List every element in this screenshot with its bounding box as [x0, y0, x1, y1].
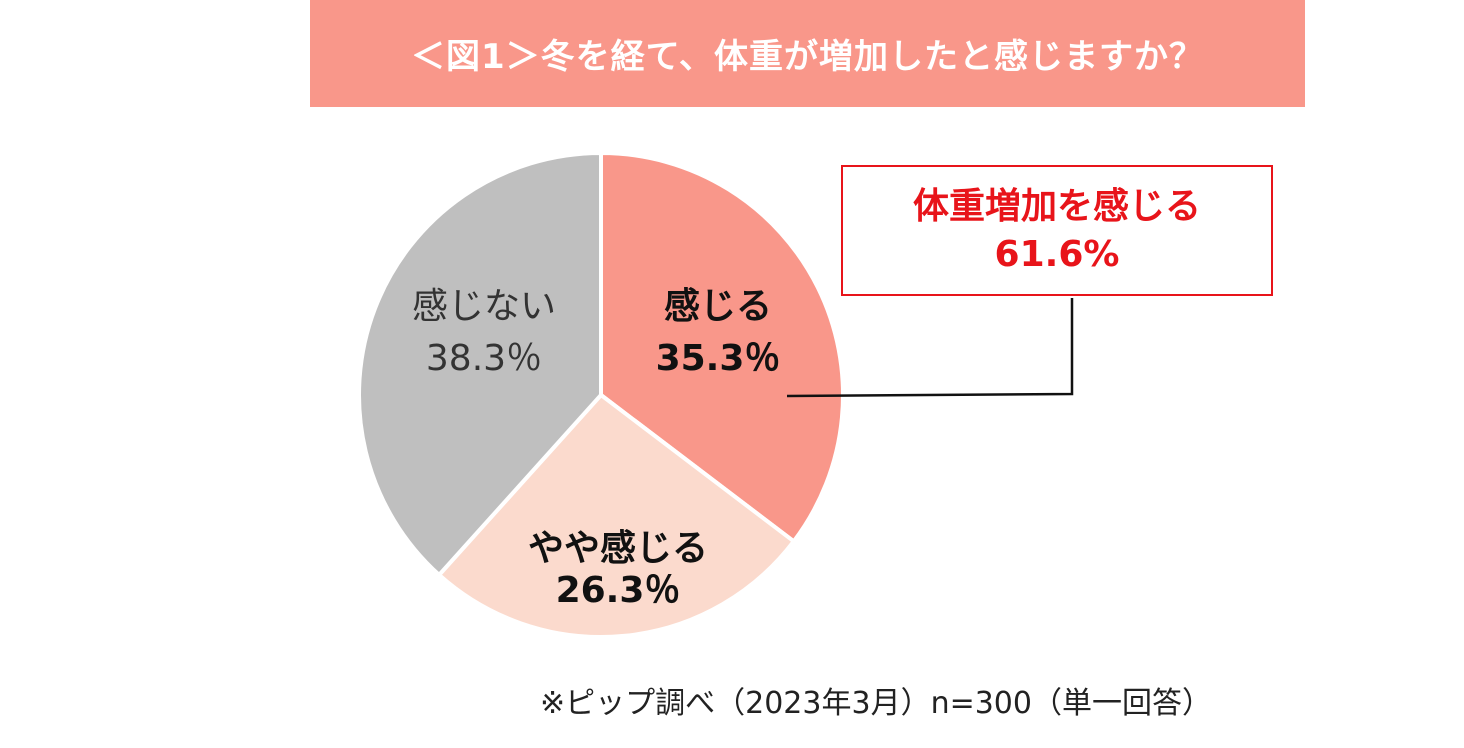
callout-connector [786, 298, 1074, 398]
pie-slices [357, 151, 845, 639]
footnote: ※ピップ調べ（2023年3月）n=300（単一回答） [540, 686, 1212, 721]
slice-label: やや感じる [528, 528, 708, 569]
chart-title: ＜図1＞冬を経て、体重が増加したと感じますか？ [411, 37, 1204, 77]
pie-slice [599, 151, 845, 544]
slice-value-label: 26.3％ [556, 570, 681, 611]
slice-value-label: 35.3％ [656, 338, 781, 379]
callout-label: 体重増加を感じる [912, 185, 1201, 227]
slice-label: 感じる [664, 286, 772, 327]
pie-slice [437, 393, 796, 639]
title-bar: ＜図1＞冬を経て、体重が増加したと感じますか？ [310, 0, 1305, 107]
callout-box: 体重増加を感じる 61.6% [841, 165, 1273, 296]
callout-value: 61.6% [994, 233, 1120, 275]
pie-slice [357, 151, 603, 577]
slice-label: 感じない [412, 286, 556, 327]
slice-value-label: 38.3％ [426, 338, 542, 379]
